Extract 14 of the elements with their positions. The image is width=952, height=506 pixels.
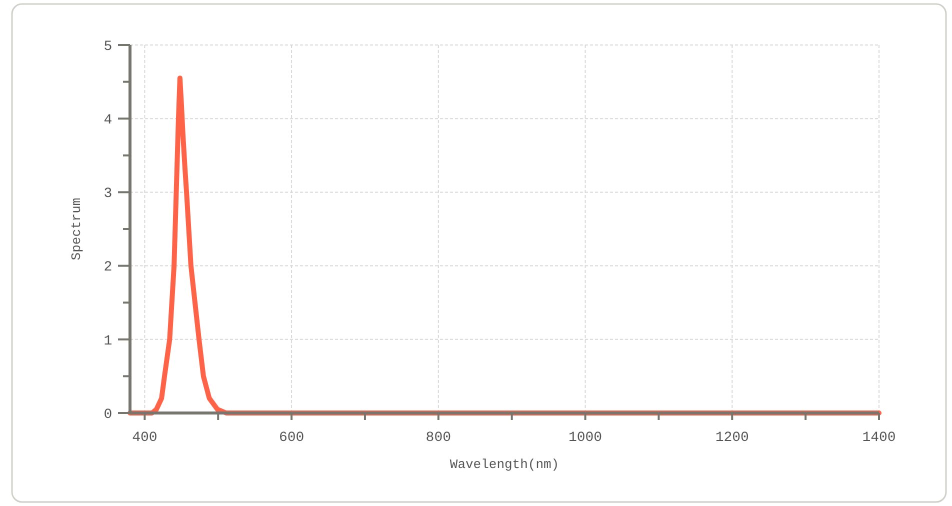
y-axis-title: Spectrum — [69, 198, 84, 260]
x-tick-label: 800 — [426, 430, 452, 446]
y-tick-label: 4 — [104, 112, 112, 128]
x-tick-label: 400 — [132, 430, 158, 446]
x-axis-title: Wavelength(nm) — [450, 457, 560, 472]
y-tick-label: 0 — [104, 406, 112, 423]
x-tick-label: 1400 — [862, 430, 896, 446]
y-tick-label: 3 — [104, 186, 112, 202]
x-tick-label: 1000 — [568, 430, 602, 446]
y-tick-label: 2 — [104, 260, 112, 276]
y-tick-label: 1 — [104, 333, 112, 350]
y-tick-label: 5 — [104, 38, 112, 55]
x-tick-label: 1200 — [715, 430, 749, 446]
x-tick-label: 600 — [278, 430, 304, 446]
